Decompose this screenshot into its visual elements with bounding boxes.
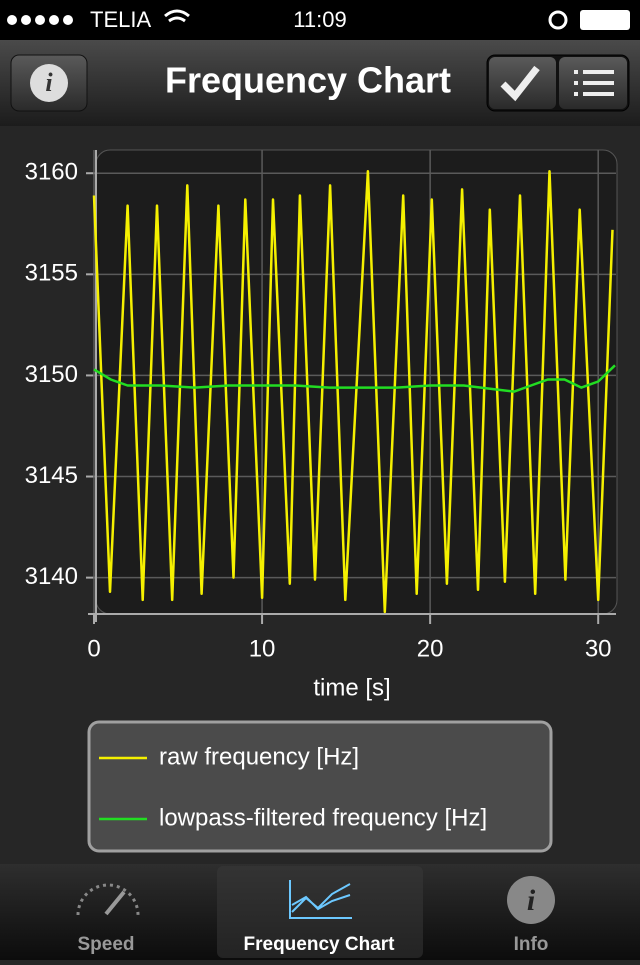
x-tick-label: 30 [585,635,612,662]
y-tick-label: 3150 [25,361,78,388]
y-tick-label: 3145 [25,462,78,489]
series-line [93,364,616,393]
chart-icon [289,880,352,919]
x-axis-label: time [s] [313,674,390,701]
alarm-icon [548,10,568,30]
info-tab-icon [507,876,555,924]
check-icon [500,65,540,102]
chart: 3140 3145 3150 3155 3160 0 10 20 30 time [s] [25,150,616,701]
x-tick-label: 0 [87,635,100,662]
legend-label: lowpass-filtered frequency [Hz] [159,804,487,831]
x-tick-label: 10 [249,635,276,662]
info-tab-glyph: i [527,884,536,917]
y-tick-label: 3160 [25,159,78,186]
list-icon [574,70,614,96]
wifi-icon [164,9,190,23]
selected-tab [217,866,423,958]
tab-label: Speed [77,934,134,955]
speed-icon [76,883,140,916]
tab-label: Info [514,934,549,955]
y-tick-label: 3140 [25,563,78,590]
carrier: TELIA [90,7,151,32]
nav-title: Frequency Chart [165,60,451,101]
status-bar [0,0,640,40]
y-tick-label: 3155 [25,260,78,287]
info-glyph: i [45,68,53,97]
legend-label: raw frequency [Hz] [159,743,359,770]
tab-label: Frequency Chart [244,934,396,955]
legend-entries: raw frequency [Hz] lowpass-filtered frequ… [99,743,487,831]
tab-labels: Speed Frequency Chart Info [77,934,548,955]
battery-icon [580,10,630,30]
series-line [92,169,614,614]
clock: 11:09 [293,7,346,32]
legend [87,720,553,853]
x-tick-label: 20 [417,635,444,662]
info-icon [30,64,68,102]
signal-dots [7,15,73,25]
